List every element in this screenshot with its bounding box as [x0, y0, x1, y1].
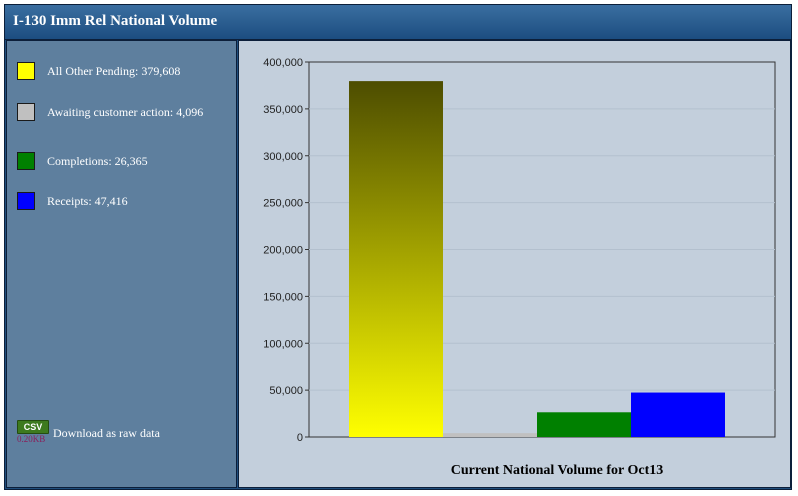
y-tick-label: 300,000 [263, 151, 303, 163]
y-tick-label: 50,000 [269, 385, 303, 397]
bar-completions [537, 412, 631, 437]
legend-label: All Other Pending: 379,608 [47, 64, 181, 78]
legend-label: Completions: 26,365 [47, 154, 148, 168]
y-tick-label: 0 [297, 432, 303, 444]
bar-all-other-pending [349, 81, 443, 438]
x-axis-label: Current National Volume for Oct13 [451, 463, 664, 478]
bar-receipts [631, 392, 725, 437]
legend-swatch [17, 192, 35, 210]
csv-icon[interactable]: CSV [17, 420, 49, 434]
download-label[interactable]: Download as raw data [53, 426, 160, 440]
y-tick-label: 150,000 [263, 291, 303, 303]
legend-swatch [17, 152, 35, 170]
bar-chart: 0 50,000 100,000 150,000 200,000 250,000 300,0… [263, 57, 776, 478]
y-tick-label: 200,000 [263, 245, 303, 257]
legend-panel: All Other Pending: 379,608 Awaiting cust… [6, 40, 237, 488]
title-bar: I-130 Imm Rel National Volume [5, 5, 791, 40]
y-tick-label: 250,000 [263, 198, 303, 210]
y-tick-label: 400,000 [263, 57, 303, 69]
legend-label: Awaiting customer action: 4,096 [47, 105, 204, 119]
csv-file-size: 0.20KB [17, 434, 46, 444]
window-title: I-130 Imm Rel National Volume [13, 13, 218, 29]
legend-label: Receipts: 47,416 [47, 194, 128, 208]
chart-window: I-130 Imm Rel National Volume All Other … [4, 4, 792, 490]
legend-swatch [17, 62, 35, 80]
bar-awaiting-customer-action [443, 433, 537, 437]
y-tick-label: 350,000 [263, 104, 303, 116]
chart-panel: 0 50,000 100,000 150,000 200,000 250,000 300,0… [238, 40, 791, 488]
y-tick-label: 100,000 [263, 338, 303, 350]
legend-swatch [17, 103, 35, 121]
